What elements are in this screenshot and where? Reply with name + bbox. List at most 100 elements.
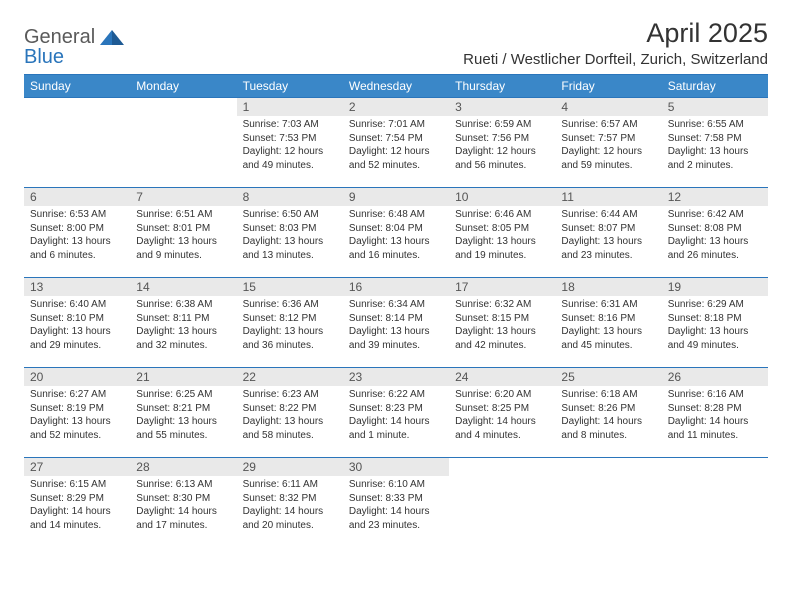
day-body: Sunrise: 6:40 AMSunset: 8:10 PMDaylight:… — [24, 296, 130, 356]
day-number: 4 — [555, 98, 661, 116]
day-body: Sunrise: 6:16 AMSunset: 8:28 PMDaylight:… — [662, 386, 768, 446]
day-number: 9 — [343, 188, 449, 206]
calendar-body: 1Sunrise: 7:03 AMSunset: 7:53 PMDaylight… — [24, 97, 768, 547]
calendar-cell: 8Sunrise: 6:50 AMSunset: 8:03 PMDaylight… — [237, 187, 343, 277]
day-number: 30 — [343, 458, 449, 476]
day-body — [662, 476, 768, 496]
calendar-cell: 1Sunrise: 7:03 AMSunset: 7:53 PMDaylight… — [237, 97, 343, 187]
day-number: 20 — [24, 368, 130, 386]
calendar-week: 20Sunrise: 6:27 AMSunset: 8:19 PMDayligh… — [24, 367, 768, 457]
calendar-cell: 16Sunrise: 6:34 AMSunset: 8:14 PMDayligh… — [343, 277, 449, 367]
day-number: 16 — [343, 278, 449, 296]
day-body: Sunrise: 6:44 AMSunset: 8:07 PMDaylight:… — [555, 206, 661, 266]
day-number — [24, 98, 130, 116]
day-body: Sunrise: 6:57 AMSunset: 7:57 PMDaylight:… — [555, 116, 661, 176]
weekday-row: SundayMondayTuesdayWednesdayThursdayFrid… — [24, 74, 768, 97]
header: General April 2025 Rueti / Westlicher Do… — [24, 18, 768, 68]
day-number: 24 — [449, 368, 555, 386]
day-number: 12 — [662, 188, 768, 206]
calendar-cell: 4Sunrise: 6:57 AMSunset: 7:57 PMDaylight… — [555, 97, 661, 187]
weekday-header: Sunday — [24, 74, 130, 97]
day-body: Sunrise: 6:10 AMSunset: 8:33 PMDaylight:… — [343, 476, 449, 536]
weekday-header: Wednesday — [343, 74, 449, 97]
calendar-cell: 3Sunrise: 6:59 AMSunset: 7:56 PMDaylight… — [449, 97, 555, 187]
weekday-header: Friday — [555, 74, 661, 97]
logo-text-blue: Blue — [24, 46, 64, 68]
logo-blue-row: Blue — [24, 46, 64, 69]
calendar-cell: 13Sunrise: 6:40 AMSunset: 8:10 PMDayligh… — [24, 277, 130, 367]
calendar-cell: 12Sunrise: 6:42 AMSunset: 8:08 PMDayligh… — [662, 187, 768, 277]
calendar-table: SundayMondayTuesdayWednesdayThursdayFrid… — [24, 74, 768, 547]
weekday-header: Saturday — [662, 74, 768, 97]
calendar-cell: 29Sunrise: 6:11 AMSunset: 8:32 PMDayligh… — [237, 457, 343, 547]
day-body: Sunrise: 6:53 AMSunset: 8:00 PMDaylight:… — [24, 206, 130, 266]
calendar-cell: 19Sunrise: 6:29 AMSunset: 8:18 PMDayligh… — [662, 277, 768, 367]
day-body: Sunrise: 6:13 AMSunset: 8:30 PMDaylight:… — [130, 476, 236, 536]
day-body: Sunrise: 6:27 AMSunset: 8:19 PMDaylight:… — [24, 386, 130, 446]
page: General April 2025 Rueti / Westlicher Do… — [0, 0, 792, 547]
calendar-cell: 6Sunrise: 6:53 AMSunset: 8:00 PMDaylight… — [24, 187, 130, 277]
page-subtitle: Rueti / Westlicher Dorfteil, Zurich, Swi… — [463, 51, 768, 68]
calendar-cell: 30Sunrise: 6:10 AMSunset: 8:33 PMDayligh… — [343, 457, 449, 547]
day-body: Sunrise: 6:20 AMSunset: 8:25 PMDaylight:… — [449, 386, 555, 446]
day-body: Sunrise: 7:01 AMSunset: 7:54 PMDaylight:… — [343, 116, 449, 176]
day-body: Sunrise: 6:38 AMSunset: 8:11 PMDaylight:… — [130, 296, 236, 356]
day-body — [449, 476, 555, 496]
day-body: Sunrise: 7:03 AMSunset: 7:53 PMDaylight:… — [237, 116, 343, 176]
calendar-week: 13Sunrise: 6:40 AMSunset: 8:10 PMDayligh… — [24, 277, 768, 367]
calendar-cell: 25Sunrise: 6:18 AMSunset: 8:26 PMDayligh… — [555, 367, 661, 457]
calendar-cell: 23Sunrise: 6:22 AMSunset: 8:23 PMDayligh… — [343, 367, 449, 457]
day-number: 3 — [449, 98, 555, 116]
calendar-cell: 14Sunrise: 6:38 AMSunset: 8:11 PMDayligh… — [130, 277, 236, 367]
calendar-cell — [24, 97, 130, 187]
day-number: 14 — [130, 278, 236, 296]
calendar-week: 6Sunrise: 6:53 AMSunset: 8:00 PMDaylight… — [24, 187, 768, 277]
calendar-cell: 28Sunrise: 6:13 AMSunset: 8:30 PMDayligh… — [130, 457, 236, 547]
day-body: Sunrise: 6:59 AMSunset: 7:56 PMDaylight:… — [449, 116, 555, 176]
logo: General — [24, 18, 127, 49]
day-body — [555, 476, 661, 496]
day-body: Sunrise: 6:18 AMSunset: 8:26 PMDaylight:… — [555, 386, 661, 446]
day-number: 8 — [237, 188, 343, 206]
calendar-cell: 27Sunrise: 6:15 AMSunset: 8:29 PMDayligh… — [24, 457, 130, 547]
day-number: 17 — [449, 278, 555, 296]
calendar-cell: 18Sunrise: 6:31 AMSunset: 8:16 PMDayligh… — [555, 277, 661, 367]
day-number — [130, 98, 236, 116]
weekday-header: Tuesday — [237, 74, 343, 97]
day-number — [662, 458, 768, 476]
weekday-header: Thursday — [449, 74, 555, 97]
day-number: 21 — [130, 368, 236, 386]
day-number: 2 — [343, 98, 449, 116]
calendar-week: 1Sunrise: 7:03 AMSunset: 7:53 PMDaylight… — [24, 97, 768, 187]
calendar-cell: 2Sunrise: 7:01 AMSunset: 7:54 PMDaylight… — [343, 97, 449, 187]
day-number: 23 — [343, 368, 449, 386]
day-number: 22 — [237, 368, 343, 386]
day-body: Sunrise: 6:29 AMSunset: 8:18 PMDaylight:… — [662, 296, 768, 356]
day-number: 28 — [130, 458, 236, 476]
title-block: April 2025 Rueti / Westlicher Dorfteil, … — [463, 18, 768, 68]
day-body — [130, 116, 236, 136]
day-body: Sunrise: 6:46 AMSunset: 8:05 PMDaylight:… — [449, 206, 555, 266]
calendar-cell: 7Sunrise: 6:51 AMSunset: 8:01 PMDaylight… — [130, 187, 236, 277]
day-body: Sunrise: 6:50 AMSunset: 8:03 PMDaylight:… — [237, 206, 343, 266]
day-number — [449, 458, 555, 476]
day-number: 13 — [24, 278, 130, 296]
day-number — [555, 458, 661, 476]
day-number: 19 — [662, 278, 768, 296]
day-number: 10 — [449, 188, 555, 206]
day-body: Sunrise: 6:51 AMSunset: 8:01 PMDaylight:… — [130, 206, 236, 266]
calendar-cell: 5Sunrise: 6:55 AMSunset: 7:58 PMDaylight… — [662, 97, 768, 187]
calendar-cell — [449, 457, 555, 547]
calendar-cell: 20Sunrise: 6:27 AMSunset: 8:19 PMDayligh… — [24, 367, 130, 457]
day-number: 18 — [555, 278, 661, 296]
day-body: Sunrise: 6:36 AMSunset: 8:12 PMDaylight:… — [237, 296, 343, 356]
day-number: 1 — [237, 98, 343, 116]
calendar-cell — [130, 97, 236, 187]
day-body — [24, 116, 130, 136]
day-body: Sunrise: 6:11 AMSunset: 8:32 PMDaylight:… — [237, 476, 343, 536]
calendar-cell — [662, 457, 768, 547]
day-number: 7 — [130, 188, 236, 206]
calendar-head: SundayMondayTuesdayWednesdayThursdayFrid… — [24, 74, 768, 97]
day-number: 27 — [24, 458, 130, 476]
page-title: April 2025 — [463, 18, 768, 49]
